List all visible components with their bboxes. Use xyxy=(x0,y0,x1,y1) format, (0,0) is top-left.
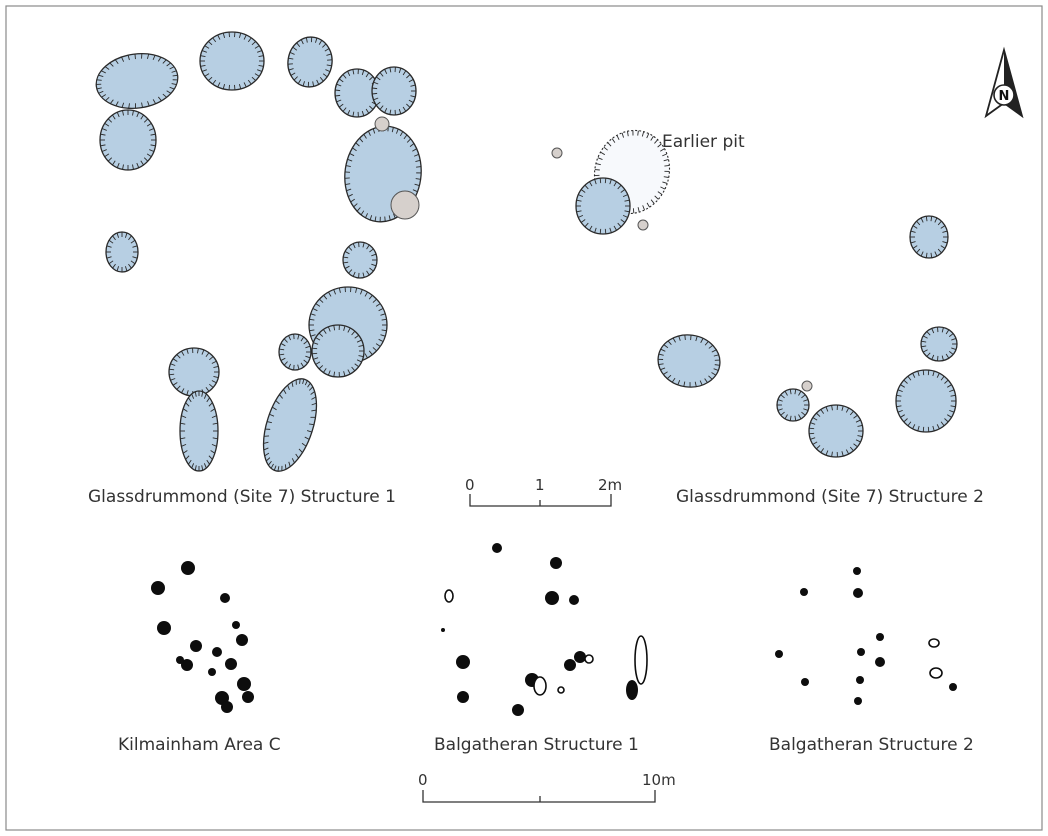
pit-feature xyxy=(895,369,957,433)
posthole xyxy=(876,633,884,641)
posthole xyxy=(557,686,565,694)
scale-tick-10m: 10m xyxy=(642,771,676,789)
posthole xyxy=(212,647,222,657)
posthole xyxy=(800,588,808,596)
earlier-pit-label: Earlier pit xyxy=(662,132,745,152)
posthole xyxy=(533,676,547,696)
pit-feature xyxy=(909,215,949,259)
pit-feature xyxy=(105,231,139,273)
posthole xyxy=(584,654,594,664)
balgatheran-structure-1-plan xyxy=(441,543,648,716)
pit-feature xyxy=(168,347,220,397)
posthole xyxy=(236,634,248,646)
posthole xyxy=(928,638,940,648)
posthole xyxy=(225,658,237,670)
north-label: N xyxy=(999,89,1010,104)
glassdrummond-structure-1-plan xyxy=(95,31,422,472)
posthole xyxy=(441,628,445,632)
posthole xyxy=(574,651,586,663)
kilmainham-area-c-label: Kilmainham Area C xyxy=(118,735,281,755)
posthole xyxy=(801,678,809,686)
posthole xyxy=(220,593,230,603)
pit-feature xyxy=(575,177,631,235)
pit-feature xyxy=(95,53,179,109)
posthole xyxy=(854,697,862,705)
posthole xyxy=(857,648,865,656)
north-arrow-icon: N xyxy=(984,46,1024,119)
balgatheran-structure-2-plan xyxy=(775,567,957,705)
posthole xyxy=(237,677,251,691)
pit-feature xyxy=(371,66,417,116)
figure-border xyxy=(5,5,1043,831)
pit-feature xyxy=(99,109,157,171)
posthole xyxy=(444,589,454,603)
posthole xyxy=(569,595,579,605)
stakehole-feature xyxy=(801,380,813,392)
posthole xyxy=(856,676,864,684)
posthole xyxy=(151,581,165,595)
posthole xyxy=(550,557,562,569)
scale-tick-0: 0 xyxy=(465,476,475,494)
posthole xyxy=(176,656,184,664)
kilmainham-area-c-plan xyxy=(151,561,254,713)
pit-feature xyxy=(920,326,958,362)
stakehole-feature xyxy=(551,147,563,159)
pit-feature xyxy=(776,388,810,422)
scale-tick-2m: 2m xyxy=(598,476,622,494)
posthole xyxy=(190,640,202,652)
pit-feature xyxy=(179,390,219,472)
posthole xyxy=(853,567,861,575)
scale-tick-1: 1 xyxy=(535,476,545,494)
posthole xyxy=(221,701,233,713)
posthole xyxy=(929,667,943,679)
posthole xyxy=(775,650,783,658)
posthole xyxy=(492,543,502,553)
stakehole-feature xyxy=(374,116,390,132)
pit-feature xyxy=(342,241,378,279)
balgatheran-structure-1-label: Balgatheran Structure 1 xyxy=(434,735,639,755)
posthole xyxy=(634,635,648,685)
pit-feature xyxy=(808,404,864,458)
posthole xyxy=(181,659,193,671)
posthole xyxy=(457,691,469,703)
pit-feature xyxy=(657,334,721,388)
posthole xyxy=(456,655,470,669)
posthole xyxy=(564,659,576,671)
scale-tick-0: 0 xyxy=(418,771,428,789)
scale-bar-10m: 0 10m xyxy=(418,771,676,803)
pit-feature xyxy=(199,31,265,91)
pit-feature xyxy=(334,68,380,118)
stakehole-feature xyxy=(637,219,649,231)
posthole xyxy=(875,657,885,667)
posthole xyxy=(232,621,240,629)
balgatheran-structure-2-label: Balgatheran Structure 2 xyxy=(769,735,974,755)
glassdrummond-structure-2-label: Glassdrummond (Site 7) Structure 2 xyxy=(676,487,984,507)
stakehole-feature xyxy=(390,190,420,220)
pit-feature xyxy=(311,324,365,378)
posthole xyxy=(157,621,171,635)
posthole xyxy=(949,683,957,691)
posthole xyxy=(853,588,863,598)
posthole xyxy=(545,591,559,605)
pit-feature xyxy=(287,36,333,88)
scale-bar-2m: 0 1 2m xyxy=(465,476,622,507)
posthole xyxy=(512,704,524,716)
posthole xyxy=(626,680,638,700)
pit-feature xyxy=(278,333,312,371)
glassdrummond-structure-2-plan xyxy=(551,129,958,458)
posthole xyxy=(181,561,195,575)
posthole xyxy=(242,691,254,703)
glassdrummond-structure-1-label: Glassdrummond (Site 7) Structure 1 xyxy=(88,487,396,507)
pit-feature xyxy=(262,378,318,472)
posthole xyxy=(208,668,216,676)
